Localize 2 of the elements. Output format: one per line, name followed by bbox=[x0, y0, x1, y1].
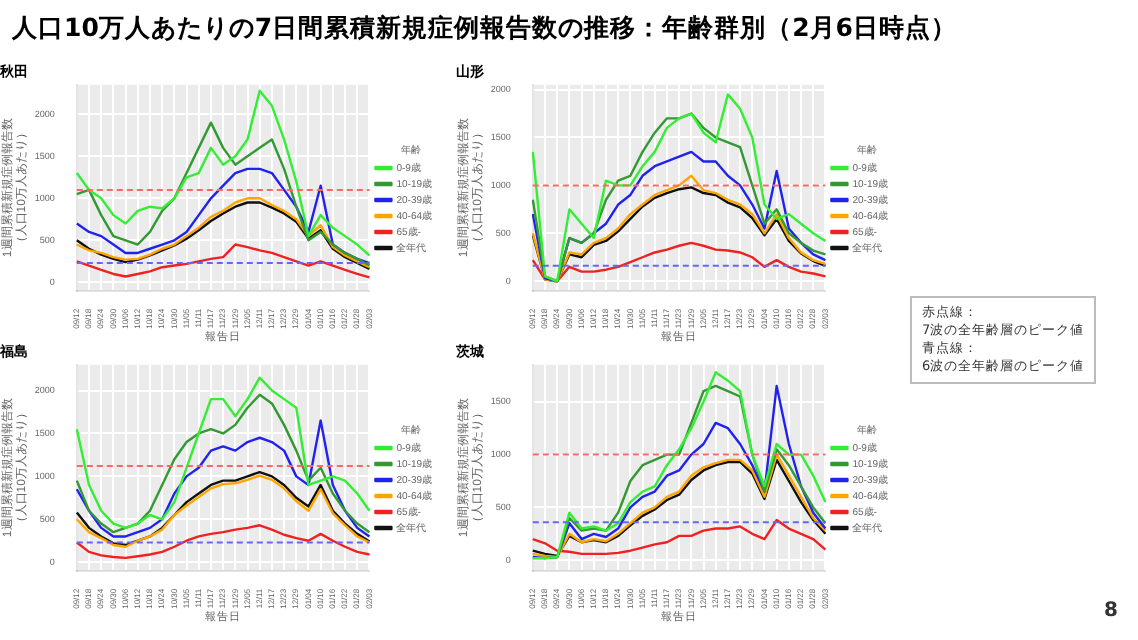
text: 人口10万人あたりの7日間累積新規症例報告数の推移：年齢群別（2月6日時点） bbox=[12, 12, 957, 46]
text: 8 bbox=[1104, 600, 1118, 622]
